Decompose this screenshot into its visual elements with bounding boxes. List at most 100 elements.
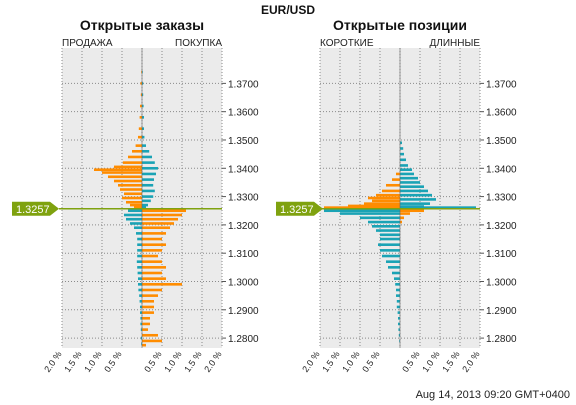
- y-tick-label: 1.3600: [228, 108, 259, 119]
- depth-bar: [382, 254, 400, 258]
- depth-bar: [137, 254, 142, 258]
- symbol-title: EUR/USD: [261, 3, 315, 17]
- depth-bar: [134, 226, 142, 230]
- depth-bar: [396, 172, 400, 176]
- depth-bar: [138, 135, 142, 139]
- depth-bar: [139, 116, 142, 119]
- left-side-label: КОРОТКИЕ: [320, 38, 374, 49]
- depth-bar: [400, 172, 414, 176]
- x-tick-label: 1.5 %: [320, 349, 341, 374]
- depth-bar: [142, 183, 154, 187]
- depth-bar: [142, 339, 162, 343]
- depth-bar: [324, 206, 400, 209]
- depth-bar: [400, 202, 430, 205]
- depth-bar: [400, 209, 424, 213]
- depth-bar: [137, 249, 142, 252]
- depth-bar: [130, 222, 142, 225]
- depth-bar: [142, 70, 143, 74]
- depth-bar: [128, 155, 142, 159]
- right-side-label: ДЛИННЫЕ: [430, 38, 481, 49]
- depth-bar: [139, 300, 142, 303]
- current-price-badge: [12, 201, 59, 216]
- depth-bar: [392, 271, 400, 275]
- left-side-label: ПРОДАЖА: [62, 38, 113, 49]
- depth-bar: [124, 192, 142, 196]
- depth-bar: [388, 266, 400, 269]
- depth-bar: [142, 260, 162, 263]
- x-tick-label: 2.0 %: [202, 349, 223, 374]
- right-side-label: ПОКУПКА: [175, 38, 222, 49]
- x-tick-label: 1.0 %: [162, 349, 183, 374]
- depth-bar: [398, 316, 400, 320]
- depth-bar: [400, 212, 410, 215]
- depth-bar: [137, 266, 142, 269]
- depth-bar: [128, 209, 142, 213]
- x-tick-label: 1.5 %: [62, 349, 83, 374]
- depth-bar: [376, 229, 400, 232]
- depth-bar: [398, 322, 400, 326]
- depth-bar: [368, 220, 400, 224]
- depth-bar: [382, 189, 400, 193]
- depth-bar: [364, 202, 400, 205]
- depth-bar: [108, 175, 142, 179]
- depth-bar: [142, 166, 158, 170]
- depth-bar: [142, 237, 162, 241]
- x-tick-label: 1.5 %: [440, 349, 461, 374]
- depth-bar: [139, 294, 142, 297]
- depth-bar: [142, 316, 150, 320]
- depth-bar: [142, 294, 158, 297]
- depth-bar: [142, 217, 178, 221]
- depth-bar: [400, 185, 424, 188]
- y-tick-label: 1.2900: [228, 306, 259, 317]
- depth-bar: [142, 127, 144, 130]
- depth-bar: [140, 328, 142, 331]
- depth-bar: [122, 196, 142, 200]
- depth-bar: [142, 243, 166, 246]
- depth-bar: [398, 333, 400, 337]
- depth-bar: [400, 152, 404, 156]
- depth-bar: [380, 237, 400, 241]
- depth-bar: [130, 203, 142, 207]
- current-price-label: 1.3257: [280, 204, 314, 216]
- depth-bar: [360, 216, 400, 220]
- depth-bar: [124, 213, 142, 217]
- depth-bar: [400, 193, 432, 197]
- depth-bar: [399, 339, 400, 343]
- depth-bar: [141, 342, 142, 346]
- depth-bar: [114, 165, 142, 169]
- depth-bar: [142, 283, 182, 286]
- depth-bar: [137, 271, 142, 275]
- depth-bar: [140, 82, 142, 85]
- depth-bar: [398, 328, 400, 331]
- depth-bar: [400, 164, 408, 167]
- depth-bar: [396, 305, 400, 309]
- x-tick-label: 1.5 %: [182, 349, 203, 374]
- depth-bar: [400, 198, 436, 201]
- y-tick-label: 1.3700: [228, 79, 259, 90]
- depth-bar: [368, 196, 400, 200]
- depth-bar: [142, 209, 186, 213]
- x-tick-label: 0.5 %: [102, 349, 123, 374]
- depth-bar: [138, 277, 142, 280]
- y-tick-label: 1.3000: [228, 277, 259, 288]
- depth-bar: [324, 209, 400, 213]
- depth-bar: [140, 104, 142, 108]
- depth-bar: [142, 189, 155, 193]
- y-tick-label: 1.2800: [228, 334, 259, 345]
- depth-bar: [142, 203, 148, 207]
- y-tick-label: 1.2800: [486, 334, 517, 345]
- depth-bar: [400, 141, 402, 145]
- depth-bar: [380, 233, 400, 237]
- current-price-badge: [276, 201, 323, 216]
- depth-bar: [400, 216, 404, 220]
- depth-bar: [142, 232, 166, 235]
- x-tick-label: 0.5 %: [400, 349, 421, 374]
- depth-bar: [142, 266, 166, 269]
- depth-bar: [138, 283, 142, 286]
- depth-bar: [141, 70, 142, 74]
- depth-bar: [137, 243, 142, 246]
- x-tick-label: 2.0 %: [300, 349, 321, 374]
- depth-bar: [142, 144, 146, 147]
- depth-bar: [142, 195, 154, 198]
- depth-bar: [400, 147, 404, 150]
